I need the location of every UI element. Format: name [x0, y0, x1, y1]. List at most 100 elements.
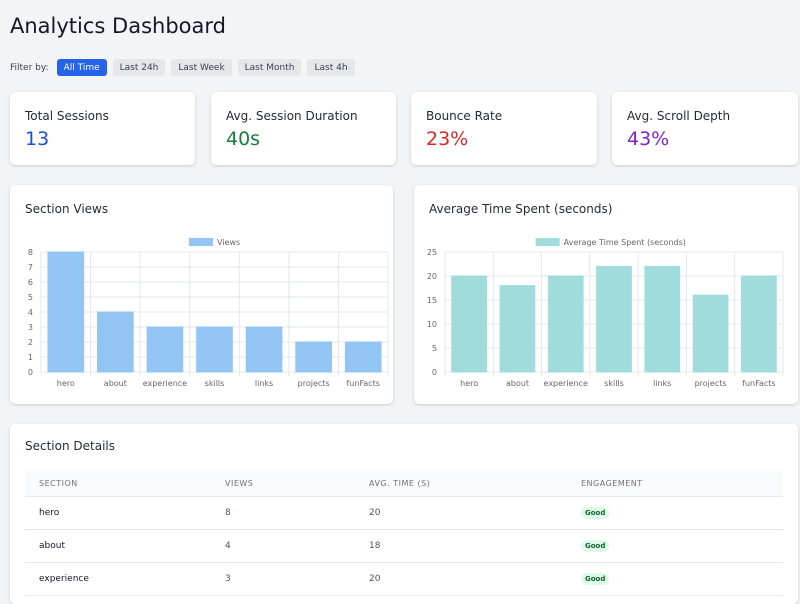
stat-label: Bounce Rate	[426, 109, 503, 123]
bar-about	[499, 285, 536, 373]
bar-funFacts	[740, 275, 777, 373]
legend-label: Views	[217, 238, 240, 247]
engagement-badge: Good	[581, 573, 610, 585]
stat-card-avg-session-duration: Avg. Session Duration 40s	[211, 92, 396, 165]
cell-avg-time: 18	[355, 529, 567, 563]
stat-card-bounce-rate: Bounce Rate 23%	[411, 92, 597, 165]
cell-views: 8	[211, 496, 355, 530]
y-tick-label: 0	[432, 368, 437, 377]
cell-section: experience	[25, 562, 211, 596]
table-row: experience 3 20 Good	[25, 562, 783, 596]
bar-links	[245, 326, 283, 373]
chart-title: Average Time Spent (seconds)	[429, 202, 613, 216]
y-tick-label: 6	[28, 278, 33, 287]
y-tick-label: 7	[28, 263, 33, 272]
engagement-badge: Good	[581, 540, 610, 552]
bar-skills	[196, 326, 233, 373]
cell-engagement: Good	[567, 496, 783, 530]
filter-all-time-button[interactable]: All Time	[56, 59, 107, 76]
engagement-badge: Good	[581, 507, 610, 519]
filter-last-4h-button[interactable]: Last 4h	[307, 59, 355, 76]
bar-projects	[295, 341, 332, 373]
x-tick-label: skills	[205, 379, 225, 388]
x-tick-label: funFacts	[742, 379, 775, 388]
bar-hero	[47, 251, 85, 373]
y-tick-label: 0	[28, 368, 33, 377]
x-tick-label: projects	[298, 379, 330, 388]
bar-about	[97, 311, 134, 373]
y-tick-label: 5	[432, 344, 437, 353]
filter-label: Filter by:	[10, 62, 49, 73]
column-header-views: VIEWS	[211, 471, 355, 497]
filter-last-24h-button[interactable]: Last 24h	[112, 59, 166, 76]
cell-engagement: Good	[567, 529, 783, 563]
bar-funFacts	[344, 341, 382, 373]
stat-value: 13	[25, 128, 50, 150]
filter-last-week-button[interactable]: Last Week	[171, 59, 232, 76]
section-details-card: Section Details SECTION VIEWS AVG. TIME …	[10, 424, 798, 604]
y-tick-label: 3	[28, 323, 33, 332]
y-tick-label: 4	[28, 308, 33, 317]
table-row: about 4 18 Good	[25, 529, 783, 563]
stat-label: Total Sessions	[25, 109, 109, 123]
filter-last-month-button[interactable]: Last Month	[237, 59, 302, 76]
column-header-avg-time: AVG. TIME (S)	[355, 471, 567, 497]
y-tick-label: 25	[427, 248, 437, 257]
bar-hero	[451, 275, 488, 373]
bar-projects	[692, 294, 729, 373]
stat-card-total-sessions: Total Sessions 13	[10, 92, 195, 165]
y-tick-label: 8	[28, 248, 33, 257]
cell-views: 3	[211, 562, 355, 596]
stat-value: 40s	[226, 128, 261, 150]
avg-time-card: Average Time Spent (seconds) Average Tim…	[414, 185, 798, 404]
legend-label: Average Time Spent (seconds)	[564, 238, 686, 247]
cell-engagement: Good	[567, 562, 783, 596]
details-table: SECTION VIEWS AVG. TIME (S) ENGAGEMENT h…	[25, 471, 783, 596]
x-tick-label: about	[104, 379, 127, 388]
x-tick-label: hero	[460, 379, 478, 388]
legend-swatch	[189, 238, 213, 246]
x-tick-label: links	[255, 379, 273, 388]
stat-card-avg-scroll-depth: Avg. Scroll Depth 43%	[612, 92, 798, 165]
stat-label: Avg. Session Duration	[226, 109, 358, 123]
bar-experience	[547, 275, 584, 373]
cell-section: hero	[25, 496, 211, 530]
column-header-section: SECTION	[25, 471, 211, 497]
section-views-card: Section Views Views 0 1 2 3 4 5 6 7 8 hero about exp…	[10, 185, 393, 404]
table-row: hero 8 20 Good	[25, 496, 783, 530]
filter-bar: Filter by: All Time Last 24h Last Week L…	[10, 59, 361, 76]
bar-experience	[146, 326, 184, 373]
legend-swatch	[535, 238, 560, 246]
chart-legend: Views	[189, 238, 240, 247]
stat-label: Avg. Scroll Depth	[627, 109, 731, 123]
cell-section: about	[25, 529, 211, 563]
y-tick-label: 1	[28, 353, 33, 362]
y-tick-label: 15	[427, 296, 437, 305]
x-tick-label: about	[506, 379, 529, 388]
column-header-engagement: ENGAGEMENT	[567, 471, 783, 497]
x-tick-label: hero	[57, 379, 75, 388]
x-tick-label: skills	[604, 379, 624, 388]
stat-value: 43%	[627, 128, 670, 150]
y-tick-label: 2	[28, 338, 33, 347]
table-header-row: SECTION VIEWS AVG. TIME (S) ENGAGEMENT	[25, 471, 783, 497]
y-tick-label: 10	[427, 320, 437, 329]
x-tick-label: experience	[544, 379, 588, 388]
x-tick-label: funFacts	[346, 379, 379, 388]
chart-legend: Average Time Spent (seconds)	[535, 238, 686, 247]
cell-views: 4	[211, 529, 355, 563]
y-tick-label: 5	[28, 293, 33, 302]
x-tick-label: projects	[695, 379, 727, 388]
avg-time-chart: Average Time Spent (seconds) 0 5 10 15 20 25 he…	[427, 238, 784, 388]
x-tick-label: links	[653, 379, 671, 388]
section-views-chart: Views 0 1 2 3 4 5 6 7 8 hero about experience skills l…	[28, 238, 389, 388]
x-tick-label: experience	[143, 379, 187, 388]
table-title: Section Details	[25, 439, 115, 453]
bar-skills	[596, 265, 632, 373]
page-title: Analytics Dashboard	[10, 14, 226, 38]
bar-links	[644, 265, 681, 373]
stat-value: 23%	[426, 128, 469, 150]
y-tick-label: 20	[427, 272, 437, 281]
cell-avg-time: 20	[355, 562, 567, 596]
chart-title: Section Views	[25, 202, 109, 216]
